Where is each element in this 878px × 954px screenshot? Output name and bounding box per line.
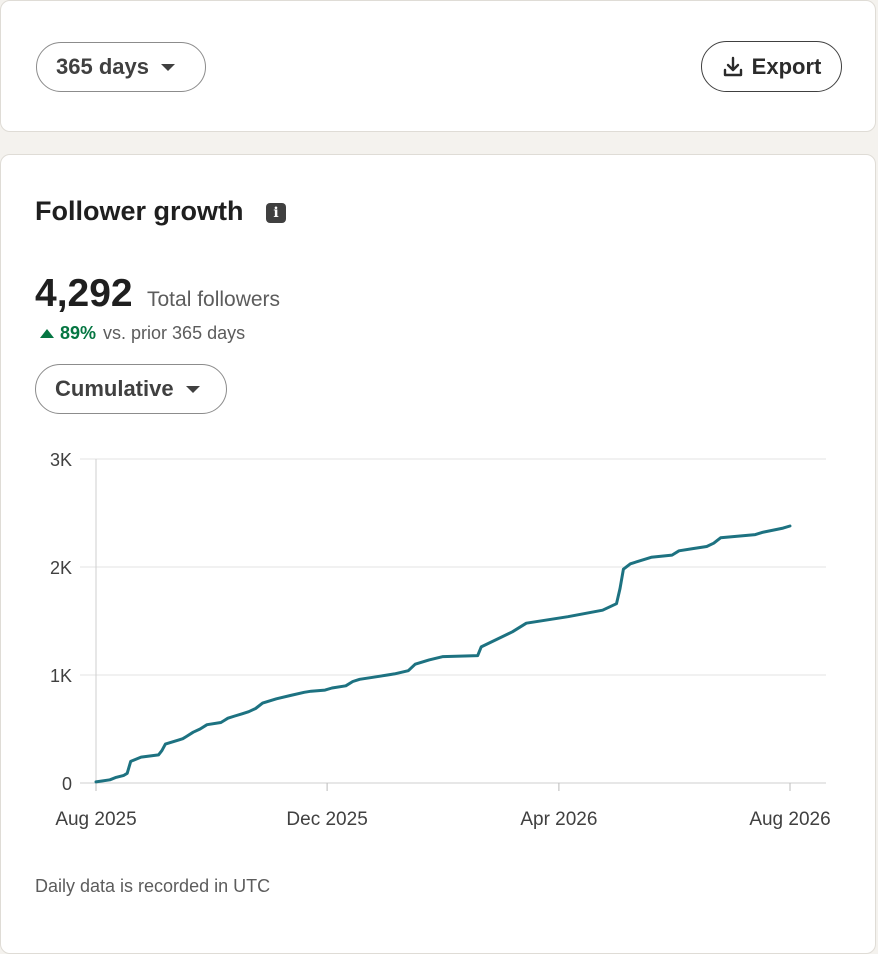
follower-growth-card: [0, 154, 876, 954]
export-button[interactable]: Export: [701, 41, 842, 92]
footnote: Daily data is recorded in UTC: [35, 876, 271, 896]
follower-growth-chart: 0 1K 2K 3K Aug 2025 Dec 2025 Apr 2026 Aug 2026: [50, 450, 831, 830]
export-label: Export: [751, 53, 822, 79]
total-followers-label: Total followers: [147, 288, 281, 311]
date-range-label: 365 days: [56, 54, 149, 79]
y-tick-label: 1K: [50, 666, 72, 686]
x-tick-label: Aug 2026: [749, 809, 830, 830]
section-title: Follower growth: [35, 196, 244, 226]
change-percent: 89%: [60, 323, 97, 343]
series-line: [94, 524, 792, 784]
y-tick-label: 0: [62, 774, 72, 794]
change-text: vs. prior 365 days: [103, 323, 246, 343]
info-icon[interactable]: i: [266, 203, 286, 223]
x-tick-label: Apr 2026: [520, 809, 597, 830]
date-range-dropdown[interactable]: 365 days: [36, 42, 206, 92]
change-indicator: 89% vs. prior 365 days: [40, 323, 245, 344]
y-tick-label: 2K: [50, 558, 72, 578]
chart-mode-label: Cumulative: [55, 376, 174, 401]
caret-down-icon: [185, 385, 200, 393]
caret-down-icon: [160, 63, 175, 71]
download-icon: [723, 56, 742, 76]
y-tick-label: 3K: [50, 450, 72, 470]
x-tick-label: Dec 2025: [286, 809, 367, 830]
total-followers-value: 4,292: [35, 272, 133, 315]
chart-mode-dropdown[interactable]: Cumulative: [35, 364, 227, 414]
arrow-up-icon: [40, 329, 54, 338]
x-tick-label: Aug 2025: [55, 809, 136, 830]
controls-card: 365 days Export: [0, 0, 876, 132]
